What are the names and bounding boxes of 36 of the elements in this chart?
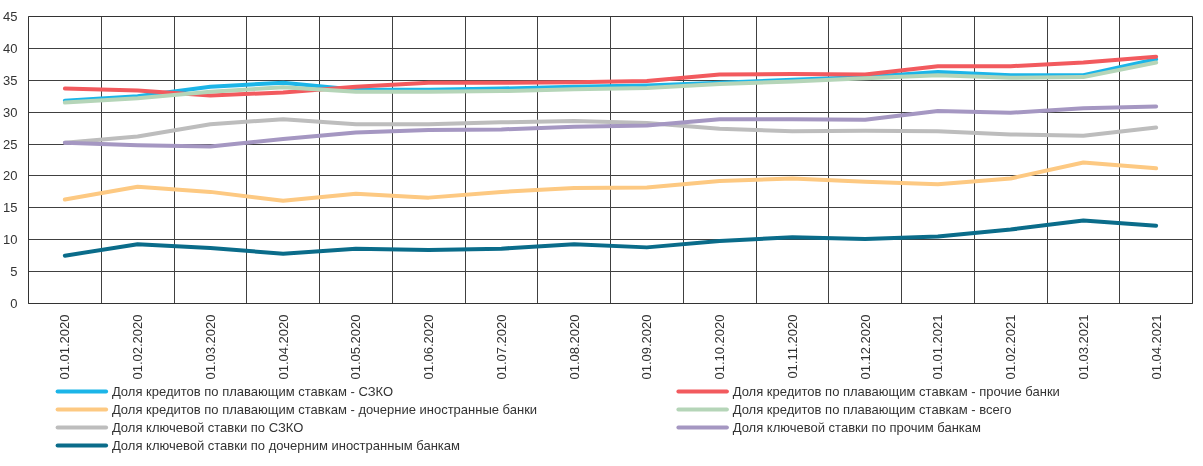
y-tick-label: 45 bbox=[3, 9, 18, 24]
line-series bbox=[62, 104, 1159, 149]
x-tick-label: 01.02.2021 bbox=[1003, 314, 1019, 380]
legend-label: Доля ключевой ставки по дочерним иностранным банкам bbox=[111, 438, 461, 453]
x-tick-label: 01.08.2020 bbox=[566, 314, 582, 380]
legend-label: Доля кредитов по плавающим ставкам - прочие банки bbox=[732, 384, 1060, 399]
x-tick-label: 01.06.2020 bbox=[421, 314, 437, 380]
y-tick-label: 0 bbox=[10, 296, 18, 311]
y-tick-label: 40 bbox=[3, 40, 18, 56]
y-tick-label: 5 bbox=[10, 264, 18, 280]
x-tick-label: 01.04.2021 bbox=[1148, 314, 1164, 380]
legend-label: Доля кредитов по плавающим ставкам - всего bbox=[732, 402, 1012, 417]
legend-label: Доля ключевой ставки по СЗКО bbox=[111, 420, 304, 435]
x-tick-label: 01.10.2020 bbox=[712, 314, 728, 380]
x-tick-label: 01.03.2021 bbox=[1075, 314, 1091, 380]
x-tick-label: 01.01.2021 bbox=[930, 314, 946, 380]
x-tick-label: 01.04.2020 bbox=[275, 314, 291, 380]
y-tick-label: 35 bbox=[3, 72, 18, 88]
x-tick-label: 01.05.2020 bbox=[348, 314, 364, 380]
line-series bbox=[62, 218, 1159, 258]
x-tick-label: 01.11.2020 bbox=[784, 314, 800, 379]
x-tick-label: 01.02.2020 bbox=[130, 314, 146, 380]
y-tick-label: 30 bbox=[3, 104, 18, 120]
legend-label: Доля кредитов по плавающим ставкам - СЗКО bbox=[111, 384, 394, 399]
y-tick-label: 15 bbox=[3, 200, 18, 216]
x-tick-label: 01.07.2020 bbox=[493, 314, 509, 380]
x-tick-label: 01.03.2020 bbox=[202, 314, 218, 380]
legend-label: Доля ключевой ставки по прочим банкам bbox=[732, 420, 982, 435]
legend-label: Доля кредитов по плавающим ставкам - дочерние иностранные банки bbox=[111, 402, 538, 417]
x-tick-label: 01.09.2020 bbox=[639, 314, 655, 380]
y-tick-label: 10 bbox=[3, 232, 18, 248]
x-tick-label: 01.12.2020 bbox=[857, 314, 873, 380]
x-tick-label: 01.01.2020 bbox=[57, 314, 73, 380]
line-series bbox=[62, 160, 1159, 203]
y-tick-label: 25 bbox=[3, 136, 18, 152]
y-tick-label: 20 bbox=[3, 168, 18, 184]
